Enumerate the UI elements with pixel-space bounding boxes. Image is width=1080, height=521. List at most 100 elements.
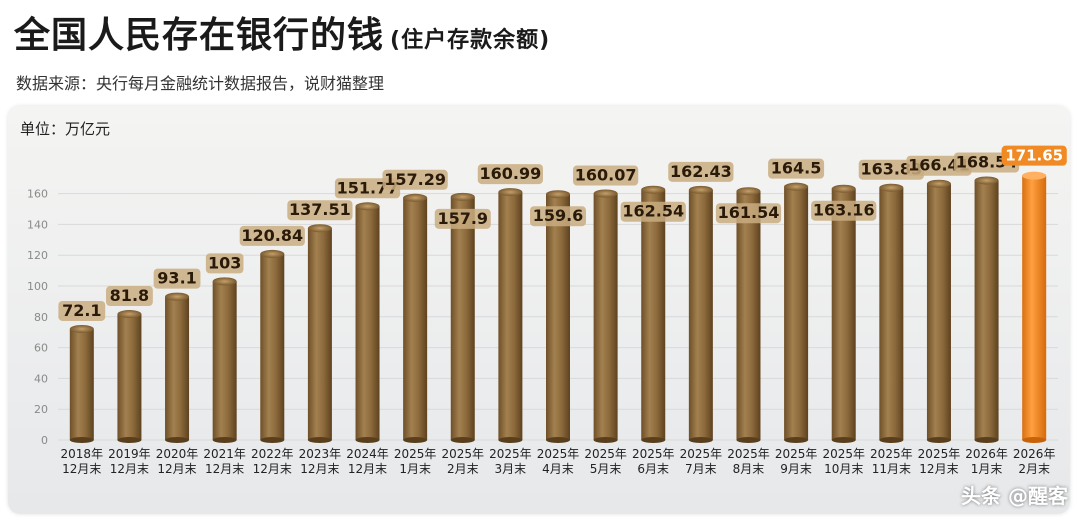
x-tick-label: 2025年	[632, 447, 675, 461]
x-tick-label: 8月末	[733, 462, 765, 476]
value-label-bg	[573, 165, 639, 186]
value-label-bg	[477, 164, 543, 185]
bar-base	[593, 437, 618, 443]
data-source: 数据来源：央行每月金融统计数据报告，说财猫整理	[16, 74, 385, 93]
y-tick-label: 120	[27, 249, 48, 262]
value-label-bg	[668, 161, 734, 182]
x-tick-label: 12月末	[110, 462, 149, 476]
value-label-bg	[239, 225, 305, 246]
bar-top	[69, 324, 94, 333]
value-label-bg	[153, 268, 201, 289]
y-tick-label: 100	[27, 280, 48, 293]
x-tick-label: 12月末	[157, 462, 196, 476]
bar	[831, 188, 856, 440]
bar-base	[641, 437, 666, 443]
bar	[69, 328, 94, 440]
bar	[879, 187, 904, 440]
bar-base	[688, 437, 713, 443]
x-tick-label: 2025年	[918, 447, 961, 461]
bar-top	[974, 176, 999, 185]
x-tick-label: 12月末	[919, 462, 958, 476]
x-tick-label: 12月末	[205, 462, 244, 476]
bar-top	[212, 277, 237, 286]
value-label-bg	[106, 286, 153, 307]
bar-top	[355, 202, 380, 211]
bar	[307, 228, 332, 440]
x-tick-label: 2021年	[203, 447, 246, 461]
x-tick-label: 2026年	[965, 447, 1008, 461]
bar	[641, 189, 666, 440]
bar-top	[831, 184, 856, 193]
x-tick-label: 12月末	[253, 462, 292, 476]
x-tick-label: 2025年	[394, 447, 437, 461]
y-tick-label: 140	[27, 218, 48, 231]
bar	[498, 192, 523, 440]
y-tick-label: 40	[34, 372, 48, 385]
value-label-bg	[1001, 145, 1067, 166]
bar-top	[926, 179, 951, 188]
bar-base	[117, 437, 142, 443]
bar-base	[1022, 437, 1047, 443]
x-tick-label: 2025年	[727, 447, 770, 461]
watermark: 头条 @醒客	[961, 484, 1068, 508]
y-tick-label: 60	[34, 342, 48, 355]
value-label: 103	[208, 253, 241, 272]
x-tick-label: 2025年	[441, 447, 484, 461]
bar-top	[641, 185, 666, 194]
bar-base	[450, 437, 475, 443]
value-label: 72.1	[62, 301, 101, 320]
bar-top	[165, 292, 190, 301]
y-tick-label: 0	[41, 434, 48, 447]
x-tick-label: 2019年	[108, 447, 151, 461]
value-label-bg	[530, 206, 586, 227]
x-tick-label: 2025年	[537, 447, 580, 461]
x-tick-label: 9月末	[780, 462, 812, 476]
value-label: 161.54	[718, 203, 780, 222]
bar-top	[403, 193, 428, 202]
bar-top	[117, 310, 142, 319]
bar-base	[546, 437, 570, 443]
bar	[974, 180, 999, 440]
y-tick-label: 80	[34, 311, 48, 324]
bar-base	[784, 437, 809, 443]
value-label: 81.8	[110, 286, 149, 305]
value-label-bg	[58, 300, 106, 321]
x-tick-label: 2026年	[1013, 447, 1056, 461]
x-tick-label: 1月末	[399, 462, 431, 476]
bar-base	[355, 437, 380, 443]
bar-base	[974, 437, 999, 443]
bar	[165, 296, 190, 440]
bar	[546, 194, 570, 440]
bar-top	[784, 182, 809, 191]
value-label: 120.84	[241, 226, 303, 245]
bar	[212, 281, 237, 440]
value-label-bg	[382, 169, 448, 190]
bar-top	[593, 189, 618, 198]
bar	[450, 196, 475, 440]
x-tick-label: 7月末	[685, 462, 717, 476]
unit-label: 单位：万亿元	[20, 120, 111, 138]
bar-top	[260, 249, 285, 258]
value-label: 164.5	[771, 159, 822, 178]
x-tick-label: 2025年	[822, 447, 865, 461]
value-label-bg	[620, 201, 686, 222]
x-tick-label: 12月末	[300, 462, 339, 476]
x-tick-label: 2025年	[680, 447, 723, 461]
x-tick-label: 12月末	[348, 462, 387, 476]
value-label: 162.54	[622, 202, 684, 221]
x-tick-label: 6月末	[637, 462, 669, 476]
bar-top	[450, 192, 475, 201]
value-label: 159.6	[533, 206, 584, 225]
value-label-bg	[768, 158, 825, 179]
x-tick-label: 11月末	[872, 462, 911, 476]
x-tick-label: 2月末	[1018, 462, 1050, 476]
value-label: 160.99	[480, 164, 542, 183]
bar-base	[879, 437, 904, 443]
y-tick-label: 160	[27, 188, 48, 201]
bar-top	[688, 185, 713, 194]
value-label-bg	[811, 200, 877, 221]
value-label-bg	[287, 200, 353, 221]
value-label: 160.07	[575, 165, 637, 184]
value-label: 162.43	[670, 162, 732, 181]
